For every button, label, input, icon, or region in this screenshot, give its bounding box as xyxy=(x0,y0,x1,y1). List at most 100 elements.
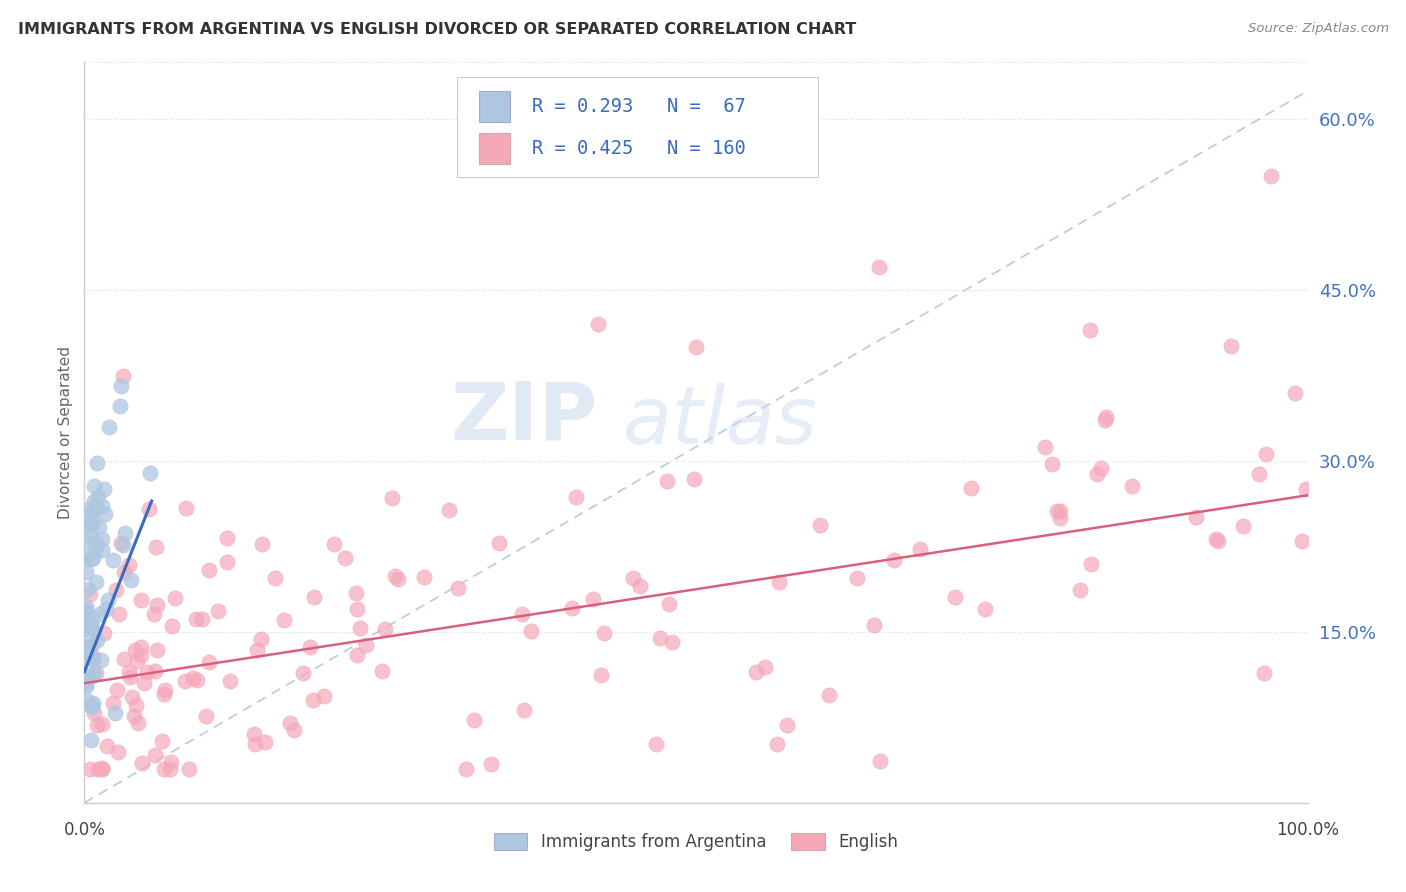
Point xyxy=(80,733,103,747)
Point xyxy=(207,604,229,618)
Point xyxy=(439,503,461,517)
Point xyxy=(973,602,995,616)
Point xyxy=(263,571,285,585)
Point xyxy=(75,673,97,688)
Point xyxy=(75,619,97,633)
Point xyxy=(354,638,377,652)
Point xyxy=(75,609,97,624)
Point xyxy=(86,537,108,551)
Point xyxy=(75,679,97,693)
Point xyxy=(384,568,406,582)
Point xyxy=(77,534,100,549)
Point xyxy=(82,652,104,666)
Point xyxy=(75,549,97,564)
Point xyxy=(908,541,931,556)
Point xyxy=(112,651,135,665)
Point xyxy=(110,379,132,393)
Point xyxy=(1253,666,1275,681)
Point xyxy=(682,472,704,486)
Point xyxy=(1284,386,1306,401)
Point xyxy=(589,667,612,681)
Point xyxy=(83,541,105,556)
Point xyxy=(118,665,141,680)
Point xyxy=(86,633,108,648)
Point xyxy=(80,619,103,633)
Point xyxy=(648,631,671,645)
Point xyxy=(1040,457,1063,471)
Point xyxy=(159,762,181,776)
Point xyxy=(565,490,588,504)
Point xyxy=(1085,467,1108,482)
Point xyxy=(75,604,97,618)
Point xyxy=(127,715,149,730)
Point xyxy=(86,456,108,470)
Point xyxy=(112,565,135,579)
Point xyxy=(181,671,204,685)
Point xyxy=(101,553,124,567)
Point xyxy=(163,591,186,605)
Point xyxy=(125,654,148,668)
Point xyxy=(846,572,869,586)
Point xyxy=(132,676,155,690)
Point xyxy=(883,553,905,567)
Point xyxy=(77,501,100,516)
Point xyxy=(1080,558,1102,572)
Point xyxy=(283,723,305,737)
Point xyxy=(344,586,367,600)
Point xyxy=(79,586,101,600)
Point xyxy=(108,400,131,414)
Point xyxy=(79,762,101,776)
Point xyxy=(80,505,103,519)
Point xyxy=(76,669,98,683)
Point xyxy=(90,762,112,776)
Point xyxy=(84,499,107,513)
Point xyxy=(104,706,127,720)
Point xyxy=(91,499,114,513)
Point xyxy=(198,563,221,577)
Point xyxy=(82,699,104,714)
Point xyxy=(111,538,134,552)
Point xyxy=(1295,482,1317,496)
Point xyxy=(91,542,114,557)
Point xyxy=(661,634,683,648)
Point xyxy=(1033,440,1056,454)
Point xyxy=(243,737,266,751)
Point xyxy=(80,610,103,624)
Point xyxy=(510,607,533,621)
Point xyxy=(159,755,181,769)
Text: R = 0.293   N =  67: R = 0.293 N = 67 xyxy=(531,96,745,116)
FancyBboxPatch shape xyxy=(457,78,818,178)
Point xyxy=(153,687,176,701)
Y-axis label: Divorced or Separated: Divorced or Separated xyxy=(58,346,73,519)
Point xyxy=(75,677,97,691)
Point xyxy=(685,340,707,354)
Point xyxy=(412,570,434,584)
Point xyxy=(776,718,799,732)
Point xyxy=(129,648,152,662)
Text: Source: ZipAtlas.com: Source: ZipAtlas.com xyxy=(1249,22,1389,36)
Point xyxy=(75,693,97,707)
Point xyxy=(246,643,269,657)
Point xyxy=(79,517,101,532)
Point xyxy=(150,734,173,748)
Point xyxy=(121,690,143,704)
Point xyxy=(1205,532,1227,546)
Point xyxy=(75,604,97,618)
Point xyxy=(302,590,325,604)
Point xyxy=(1260,169,1282,184)
Point xyxy=(215,555,238,569)
Point xyxy=(97,420,120,434)
Point xyxy=(77,582,100,596)
Point xyxy=(77,640,100,655)
Point xyxy=(195,709,218,723)
Point xyxy=(593,626,616,640)
Point xyxy=(1049,504,1071,518)
Text: ZIP: ZIP xyxy=(451,379,598,457)
Text: R = 0.425   N = 160: R = 0.425 N = 160 xyxy=(531,139,745,158)
Legend: Immigrants from Argentina, English: Immigrants from Argentina, English xyxy=(488,826,904,857)
Point xyxy=(174,501,197,516)
Point xyxy=(960,481,983,495)
Point xyxy=(387,572,409,586)
Point xyxy=(90,717,112,731)
Point xyxy=(160,619,183,633)
